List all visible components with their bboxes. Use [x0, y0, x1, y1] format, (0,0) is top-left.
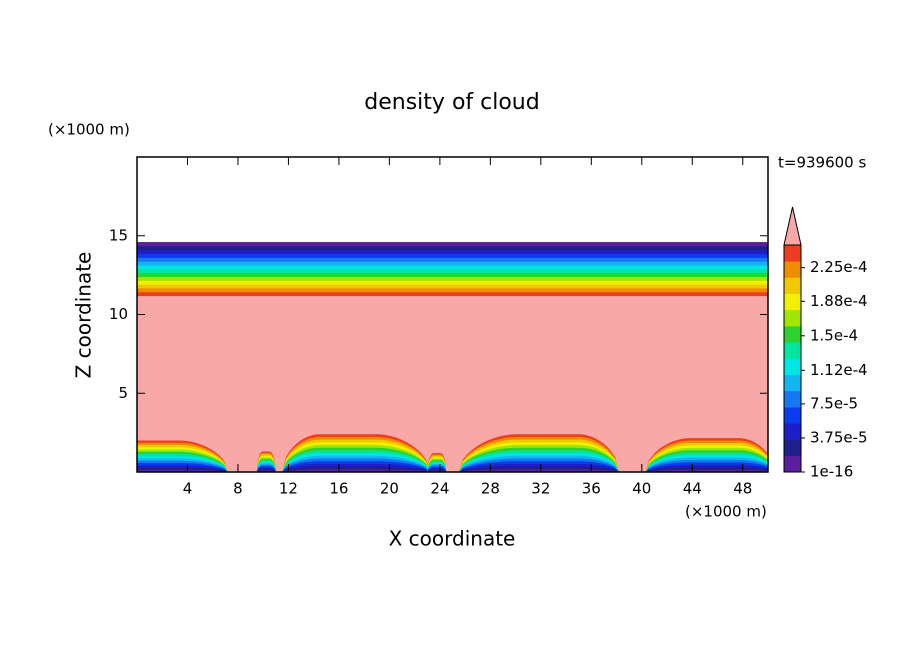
contour-band [137, 272, 768, 277]
colorbar-frame [783, 244, 802, 473]
colorbar-band [784, 390, 801, 408]
colorbar-band [784, 455, 801, 473]
y-tick-label: 15 [109, 226, 128, 244]
colorbar-band [784, 342, 801, 359]
contour-band [137, 253, 768, 258]
colorbar-label: 1e-16 [810, 463, 853, 481]
colorbar-band [784, 358, 801, 376]
x-tick-label: 16 [329, 480, 348, 498]
x-axis-label: X coordinate [389, 527, 516, 551]
colorbar-band [784, 277, 801, 294]
contour-band [137, 287, 768, 293]
colorbar-label: 1.12e-4 [810, 361, 868, 379]
x-unit: (×1000 m) [685, 503, 767, 521]
contour-band [137, 249, 768, 255]
y-axis-label: Z coordinate [72, 252, 96, 379]
colorbar-band [784, 326, 801, 343]
contour-band [137, 284, 768, 289]
colorbar-label: 2.25e-4 [810, 258, 868, 276]
colorbar-band [784, 245, 801, 262]
x-tick-label: 28 [481, 480, 500, 498]
colorbar-label: 3.75e-5 [810, 428, 868, 446]
contour-band [137, 280, 768, 285]
colorbar-band [784, 309, 801, 327]
colorbar-band [784, 407, 801, 424]
contour-band [137, 245, 768, 251]
colorbar-band [784, 439, 801, 457]
contour-band [137, 242, 768, 247]
y-tick-label: 5 [118, 384, 128, 402]
x-tick-label: 32 [531, 480, 550, 498]
annotation: t=939600 s [778, 154, 866, 172]
x-tick-label: 48 [733, 480, 752, 498]
x-tick-label: 44 [683, 480, 702, 498]
field-background [137, 295, 768, 472]
y-unit: (×1000 m) [48, 121, 130, 139]
contour-band [137, 291, 768, 297]
colorbar-band [784, 374, 801, 392]
colorbar-label: 7.5e-5 [810, 394, 858, 412]
x-tick-label: 12 [279, 480, 298, 498]
contour-band [137, 261, 768, 266]
colorbar-band [784, 293, 801, 311]
x-tick-label: 8 [233, 480, 243, 498]
y-tick-label: 10 [109, 305, 128, 323]
x-tick-label: 24 [430, 480, 449, 498]
lower-field [137, 434, 768, 472]
colorbar-band [784, 423, 801, 440]
x-tick-label: 20 [380, 480, 399, 498]
contour-band [137, 257, 768, 262]
contour-band [137, 268, 768, 274]
contour-band [137, 265, 768, 270]
x-tick-label: 40 [632, 480, 651, 498]
colorbar-band [784, 261, 801, 278]
colorbar-label: 1.5e-4 [810, 326, 858, 344]
colorbar-label: 1.88e-4 [810, 292, 868, 310]
chart-title: density of cloud [364, 90, 539, 115]
colorbar-extend [783, 206, 802, 246]
x-tick-label: 4 [183, 480, 193, 498]
contour-band [137, 276, 768, 281]
x-tick-label: 36 [582, 480, 601, 498]
